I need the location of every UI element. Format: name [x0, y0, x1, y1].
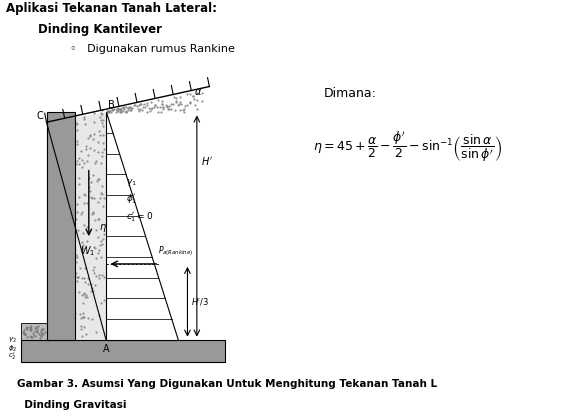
Text: Dimana:: Dimana:	[324, 87, 376, 99]
Text: $\alpha$: $\alpha$	[194, 87, 202, 97]
Text: $\gamma_1$: $\gamma_1$	[126, 177, 137, 188]
Text: ◦   Digunakan rumus Rankine: ◦ Digunakan rumus Rankine	[70, 45, 234, 54]
Text: Dinding Gravitasi: Dinding Gravitasi	[17, 400, 127, 410]
Text: B: B	[108, 100, 114, 110]
Text: $H'$: $H'$	[201, 155, 212, 167]
Text: $\eta$: $\eta$	[99, 222, 107, 234]
Text: $H'/3$: $H'/3$	[191, 296, 209, 307]
Text: $\phi_2$: $\phi_2$	[8, 343, 17, 354]
Text: Dinding Kantilever: Dinding Kantilever	[38, 23, 162, 36]
Text: $P_{a(Rankine)}$: $P_{a(Rankine)}$	[158, 244, 193, 258]
Text: $W_1$: $W_1$	[79, 244, 95, 258]
Text: Aplikasi Tekanan Tanah Lateral:: Aplikasi Tekanan Tanah Lateral:	[6, 2, 217, 15]
Text: $\gamma_2$: $\gamma_2$	[8, 336, 17, 345]
Text: $c_1' = 0$: $c_1' = 0$	[126, 210, 154, 224]
Polygon shape	[106, 112, 178, 339]
Polygon shape	[21, 323, 46, 339]
Polygon shape	[46, 112, 106, 339]
Text: $c_2'$: $c_2'$	[8, 351, 17, 363]
Polygon shape	[46, 112, 75, 339]
Text: $\phi_1'$: $\phi_1'$	[126, 193, 138, 206]
Text: $\eta = 45 + \dfrac{\alpha}{2} - \dfrac{\phi^{\prime}}{2} - \sin^{-1}\!\left(\df: $\eta = 45 + \dfrac{\alpha}{2} - \dfrac{…	[313, 129, 502, 164]
Text: C: C	[36, 111, 43, 121]
Text: Gambar 3. Asumsi Yang Digunakan Untuk Menghitung Tekanan Tanah L: Gambar 3. Asumsi Yang Digunakan Untuk Me…	[17, 379, 437, 389]
Polygon shape	[21, 339, 225, 362]
Text: A: A	[103, 344, 110, 354]
